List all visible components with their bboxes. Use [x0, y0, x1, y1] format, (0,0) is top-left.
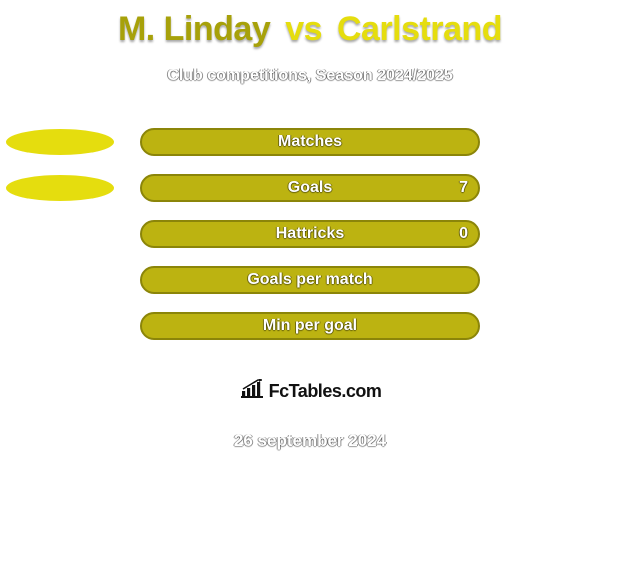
stat-bar: Matches — [140, 128, 480, 156]
stats-list: Matches Goals 7 Hattricks 0 Goals per match Mi… — [0, 123, 620, 353]
stat-bar: Goals 7 — [140, 174, 480, 202]
stat-bar: Hattricks 0 — [140, 220, 480, 248]
right-ellipse — [506, 129, 614, 155]
logo-box: FcTables.com — [201, 369, 419, 413]
left-ellipse — [6, 175, 114, 201]
stat-row: Matches — [0, 123, 620, 169]
stat-label: Min per goal — [263, 317, 357, 335]
stat-label: Goals per match — [247, 271, 372, 289]
logo-text: FcTables.com — [269, 381, 382, 402]
left-ellipse — [6, 129, 114, 155]
stat-row: Min per goal — [0, 307, 620, 353]
stat-bar: Min per goal — [140, 312, 480, 340]
stat-bar: Goals per match — [140, 266, 480, 294]
logo-icon — [239, 379, 265, 404]
title: M. Linday vs Carlstrand — [0, 0, 620, 49]
player-2-name: Carlstrand — [337, 10, 502, 48]
stat-label: Matches — [278, 133, 342, 151]
vs-text: vs — [285, 10, 322, 48]
player-1-name: M. Linday — [118, 10, 270, 48]
stat-label: Hattricks — [276, 225, 344, 243]
date: 26 september 2024 — [0, 431, 620, 451]
stat-row: Goals per match — [0, 261, 620, 307]
right-ellipse — [506, 175, 614, 201]
stat-label: Goals — [288, 179, 332, 197]
stat-value: 7 — [459, 179, 468, 197]
comparison-infographic: M. Linday vs Carlstrand Club competition… — [0, 0, 620, 580]
stat-row: Goals 7 — [0, 169, 620, 215]
subtitle: Club competitions, Season 2024/2025 — [0, 67, 620, 85]
stat-value: 0 — [459, 225, 468, 243]
stat-row: Hattricks 0 — [0, 215, 620, 261]
